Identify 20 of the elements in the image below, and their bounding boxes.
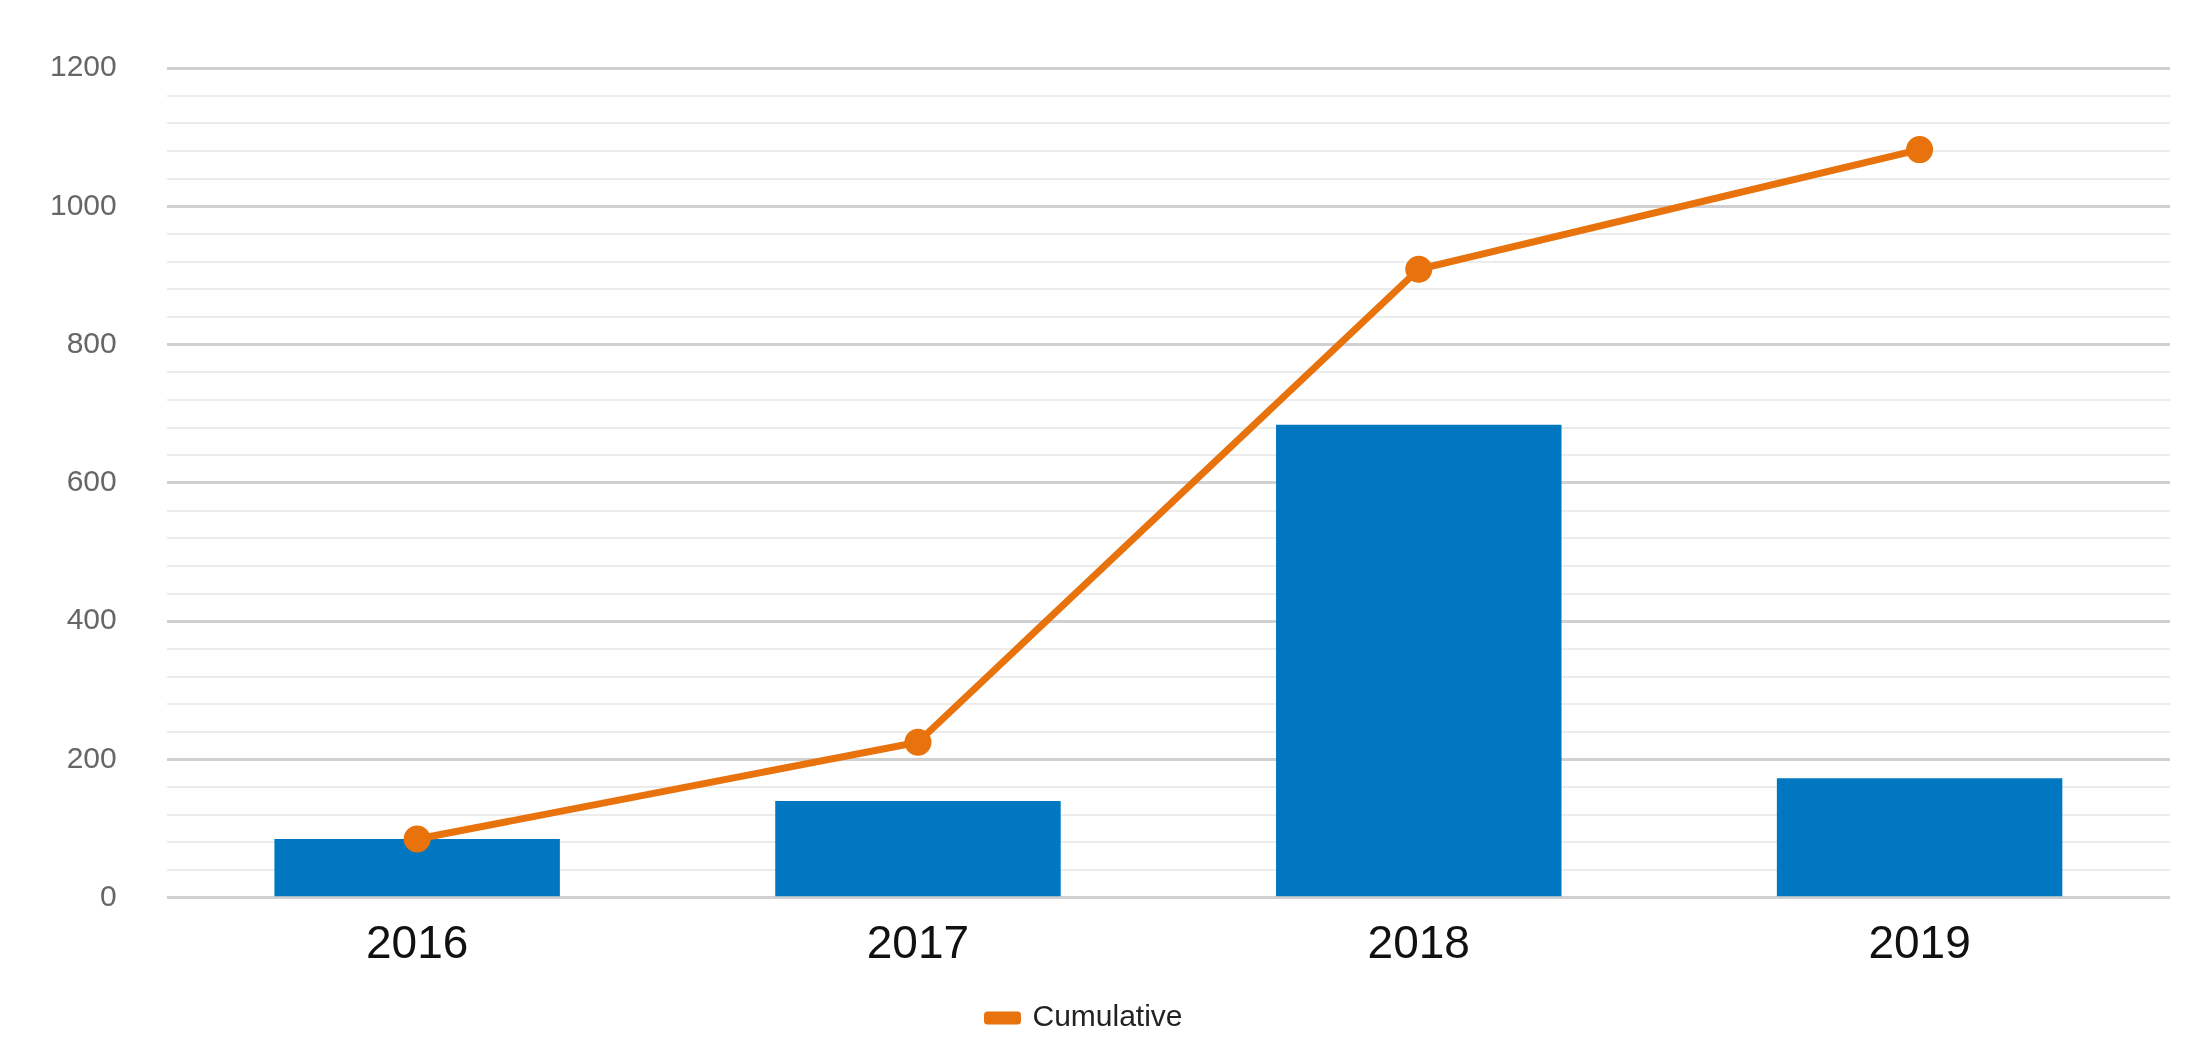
y-tick-label: 400 [66, 602, 117, 636]
y-tick-label: 600 [66, 464, 117, 498]
bar [274, 839, 560, 897]
y-tick-label: 1200 [49, 49, 117, 83]
point [904, 728, 932, 756]
x-tick-label: 2017 [866, 916, 970, 969]
point [1405, 255, 1433, 283]
bar [775, 800, 1061, 897]
y-tick-label: 800 [66, 325, 117, 359]
y-tick-label: 200 [66, 740, 117, 774]
y-tick-label: 0 [100, 879, 117, 913]
point [403, 825, 431, 853]
point [1906, 136, 1934, 164]
bar [1776, 778, 2063, 897]
x-tick-label: 2018 [1367, 916, 1470, 969]
y-tick-label: 1000 [49, 187, 117, 221]
x-tick-label: 2016 [365, 916, 469, 969]
legend-label: Cumulative [1032, 999, 1183, 1033]
bar [1276, 424, 1562, 897]
x-tick-label: 2019 [1868, 916, 1971, 969]
